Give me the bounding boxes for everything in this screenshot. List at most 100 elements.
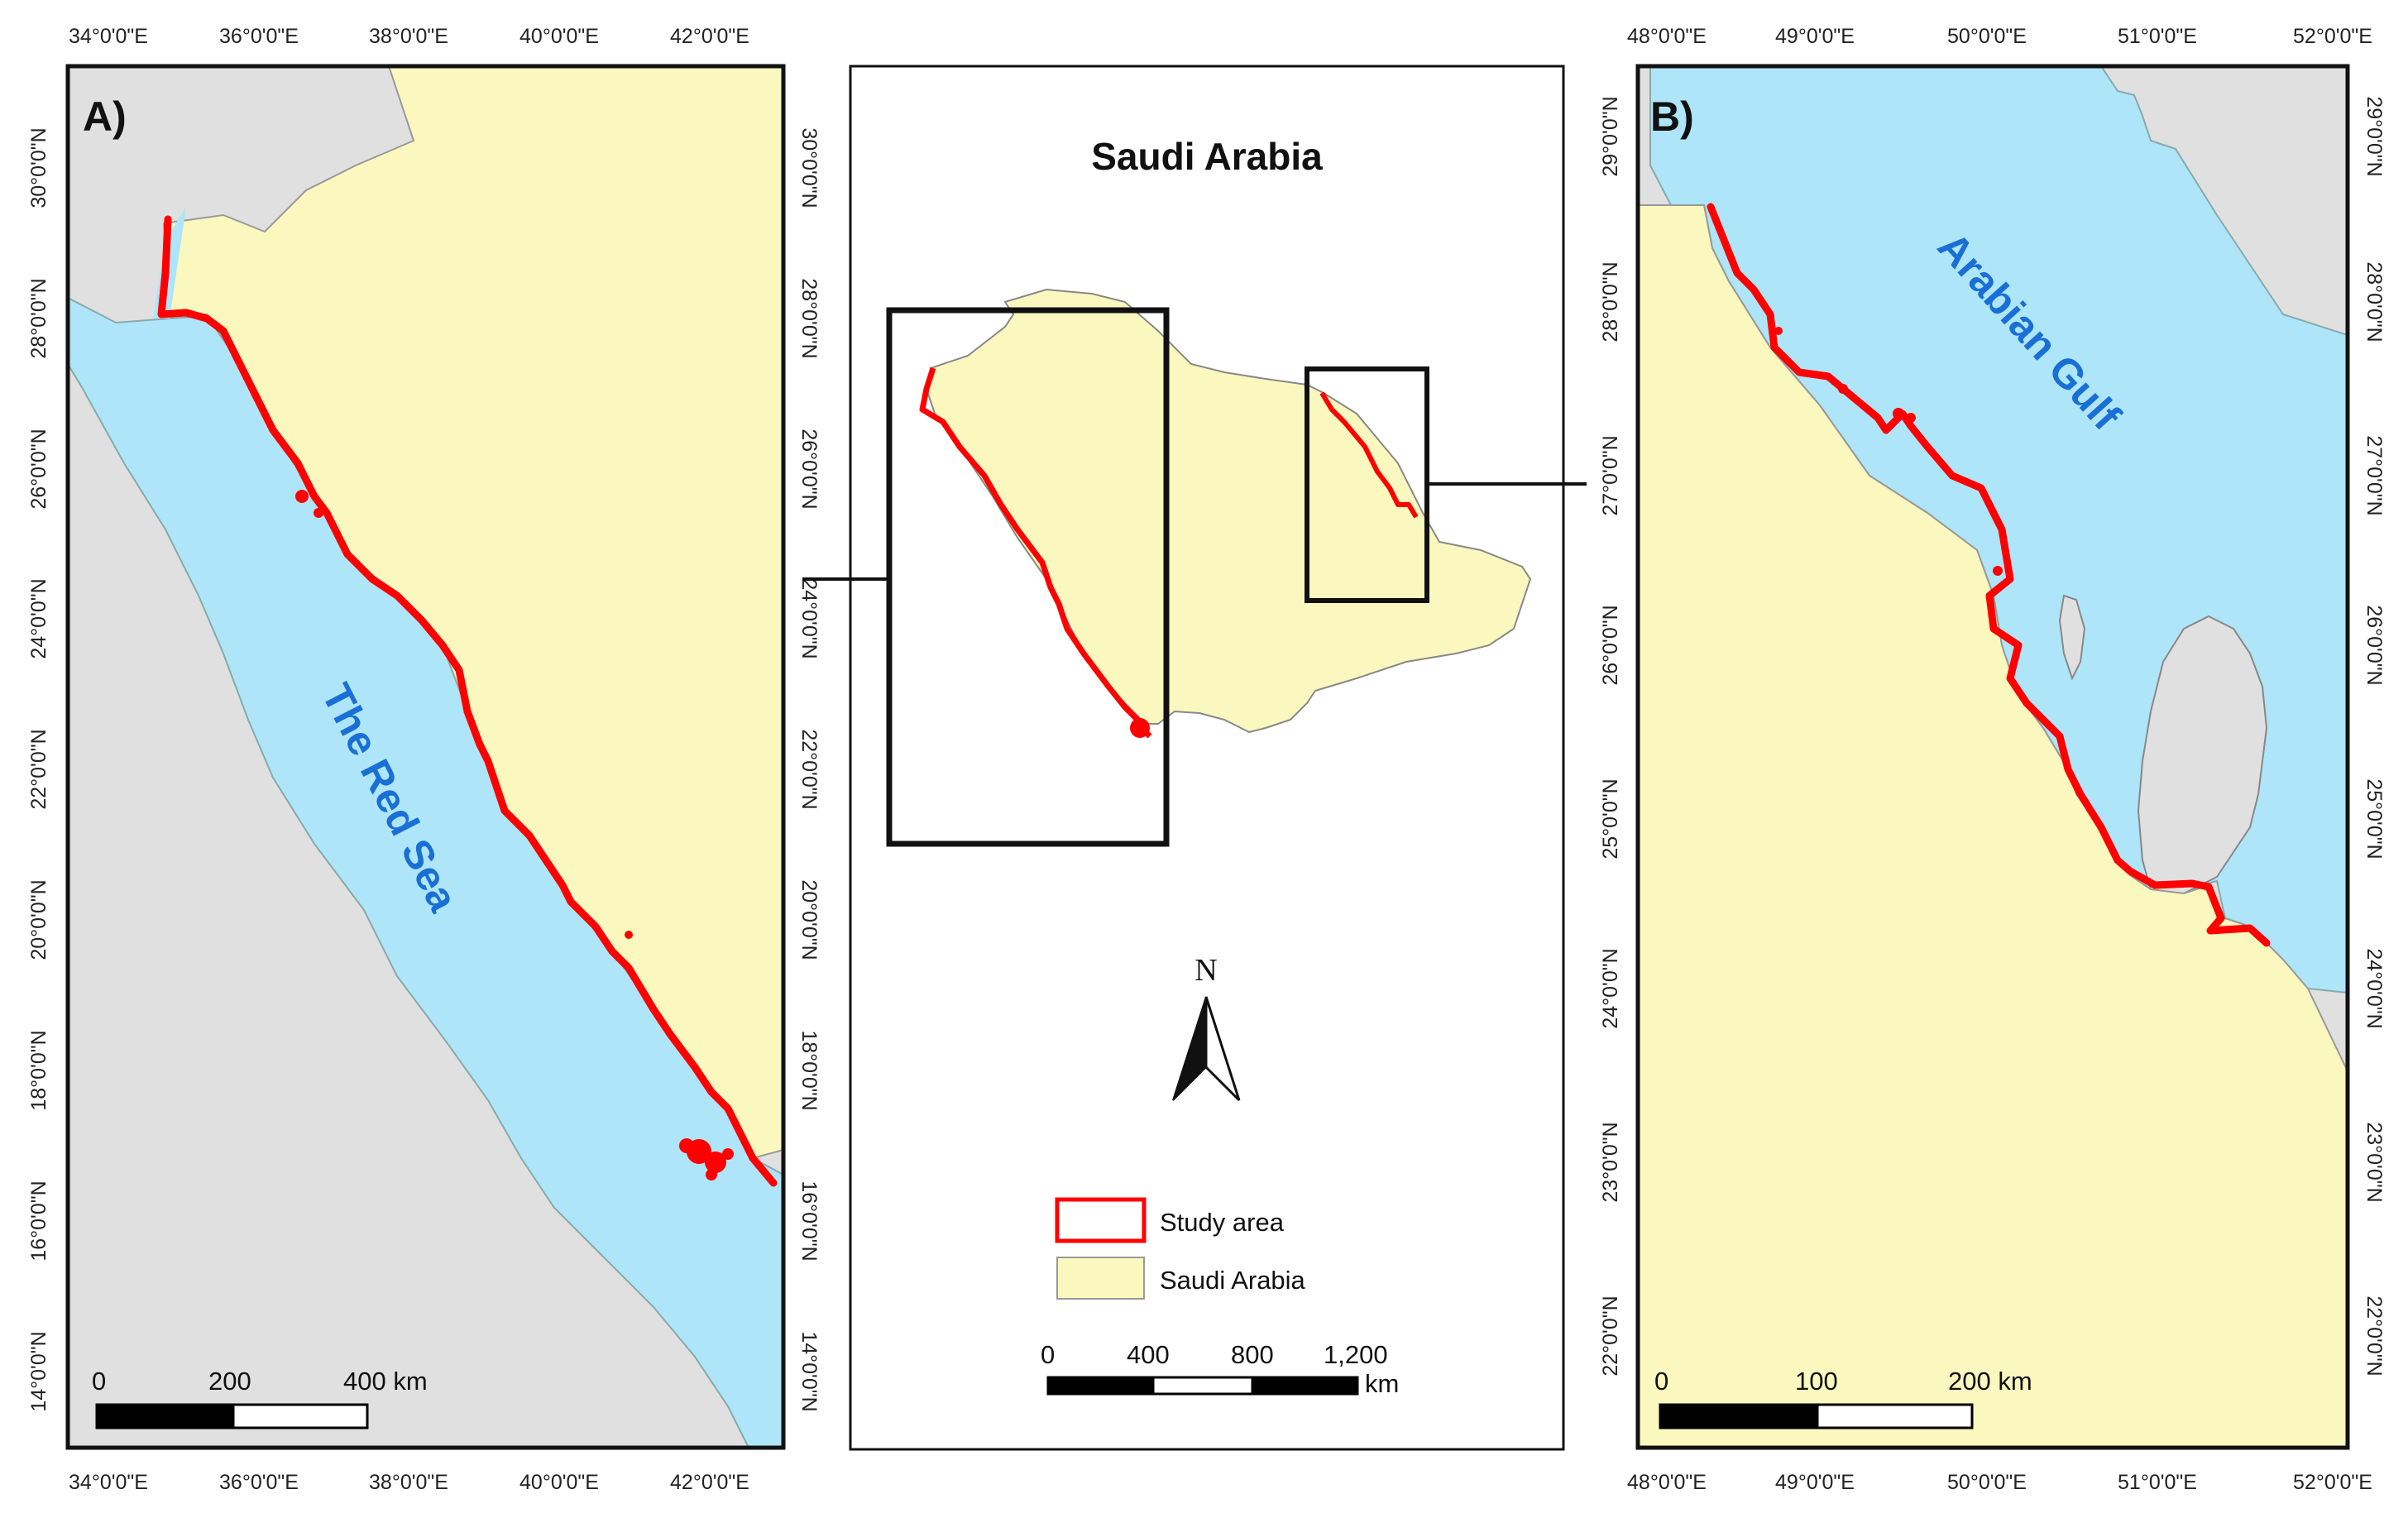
panel-a-map	[68, 66, 783, 1448]
panel-b-lat-tick: 28°0'0"N	[2363, 261, 2386, 342]
panel-a-lat-tick: 30°0'0"N	[797, 127, 821, 208]
panel-a-lon-tick: 40°0'0"E	[519, 1471, 599, 1494]
panel-b-lon-tick: 50°0'0"E	[1947, 1471, 2027, 1494]
panel-b-study-area-coast	[1707, 203, 2271, 947]
panel-b-frame	[1635, 64, 2350, 1450]
panel-b-lon-tick: 50°0'0"E	[1947, 25, 2027, 48]
panel-a-lat-tick: 14°0'0"N	[797, 1331, 821, 1411]
panel-b-lon-tick: 49°0'0"E	[1775, 25, 1855, 48]
panel-a-lat-tick: 20°0'0"N	[797, 879, 821, 960]
scale-label: 100	[1795, 1367, 1838, 1396]
panel-b-lat-tick: 25°0'0"N	[2363, 778, 2386, 859]
panel-a-lat-tick: 24°0'0"N	[27, 578, 50, 658]
panel-b-lon-tick: 52°0'0"E	[2293, 1471, 2372, 1494]
panel-a-lon-tick: 36°0'0"E	[219, 25, 299, 48]
panel-a-lon-tick: 40°0'0"E	[519, 25, 599, 48]
panel-a-lon-tick: 42°0'0"E	[670, 1471, 749, 1494]
panel-a-lat-tick: 26°0'0"N	[27, 429, 50, 509]
panel-b-lat-tick: 29°0'0"N	[1599, 96, 1622, 176]
panel-b-lon-tick: 51°0'0"E	[2118, 25, 2197, 48]
panel-a-lon-tick: 38°0'0"E	[369, 1471, 448, 1494]
inset-island-cluster	[1130, 718, 1150, 738]
panel-b-lat-tick: 22°0'0"N	[2363, 1295, 2386, 1376]
panel-a-lon-tick: 38°0'0"E	[369, 25, 448, 48]
panel-a-island-cluster	[295, 490, 734, 1180]
scale-label: 0	[92, 1367, 106, 1396]
panel-a-lon-tick: 34°0'0"E	[69, 1471, 148, 1494]
panel-a-lat-tick: 16°0'0"N	[27, 1180, 50, 1261]
panel-a-lat-tick: 18°0'0"N	[797, 1030, 821, 1110]
legend: Study area Saudi Arabia	[1055, 1197, 1306, 1300]
scale-label: 1,200	[1324, 1340, 1388, 1369]
scale-label: 400 km	[343, 1367, 428, 1396]
panel-a-lon-tick: 36°0'0"E	[219, 1471, 299, 1494]
panel-b-lon-ticks-bottom: 48°0'0"E 49°0'0"E 50°0'0"E 51°0'0"E 52°0…	[1627, 1471, 2372, 1494]
panel-b-lon-tick: 52°0'0"E	[2293, 25, 2372, 48]
panel-b-lon-tick: 48°0'0"E	[1627, 25, 1707, 48]
scale-label: 0	[1654, 1367, 1668, 1396]
panel-a-lat-tick: 22°0'0"N	[27, 729, 50, 809]
panel-b-lat-tick: 29°0'0"N	[2363, 96, 2386, 176]
inset-scale-bar: 0 400 800 1,200 km	[1041, 1340, 1399, 1398]
panel-a-lat-tick: 26°0'0"N	[797, 429, 821, 509]
panel-b-scale-bar: 0 100 200 km	[1654, 1367, 2032, 1429]
scale-label: 0	[1041, 1340, 1055, 1369]
panel-a-lat-tick: 24°0'0"N	[797, 578, 821, 658]
panel-b-lat-tick: 28°0'0"N	[1599, 261, 1622, 342]
panel-b-lat-ticks-left: 29°0'0"N 28°0'0"N 27°0'0"N 26°0'0"N 25°0…	[1599, 96, 1622, 1376]
panel-b-lon-ticks-top: 48°0'0"E 49°0'0"E 50°0'0"E 51°0'0"E 52°0…	[1627, 25, 2372, 48]
panel-a-scale-bar: 0 200 400 km	[92, 1367, 428, 1429]
scale-label: 200 km	[1948, 1367, 2032, 1396]
panel-b-map	[1638, 66, 2348, 1448]
panel-a-lon-ticks-top: 34°0'0"E 36°0'0"E 38°0'0"E 40°0'0"E 42°0…	[69, 25, 749, 48]
panel-b-label: B)	[1650, 93, 1694, 140]
panel-a-lat-tick: 28°0'0"N	[27, 278, 50, 358]
north-arrow: N	[1172, 953, 1241, 1102]
legend-swatch-study-area	[1055, 1197, 1147, 1243]
legend-swatch-saudi-arabia	[1056, 1257, 1145, 1300]
panel-a-label: A)	[83, 93, 127, 140]
scale-label: 400	[1127, 1340, 1170, 1369]
panel-a-frame	[65, 64, 786, 1450]
panel-a-lat-tick: 22°0'0"N	[797, 729, 821, 809]
inset-title: Saudi Arabia	[1091, 135, 1323, 178]
panel-a-lat-tick: 30°0'0"N	[27, 127, 50, 208]
panel-b-lat-tick: 27°0'0"N	[2363, 435, 2386, 515]
panel-b-bahrain	[2058, 594, 2086, 681]
panel-b-lat-tick: 26°0'0"N	[2363, 605, 2386, 685]
panel-b-lat-tick: 27°0'0"N	[1599, 435, 1622, 515]
inset-extent-box-a	[886, 307, 1170, 847]
panel-a-lat-tick: 28°0'0"N	[797, 278, 821, 358]
north-arrow-label: N	[1194, 953, 1217, 988]
panel-b-lat-tick: 23°0'0"N	[1599, 1122, 1622, 1202]
panel-a-lon-tick: 34°0'0"E	[69, 25, 148, 48]
panel-a-lon-tick: 42°0'0"E	[670, 25, 749, 48]
panel-a-lat-ticks-left: 30°0'0"N 28°0'0"N 26°0'0"N 24°0'0"N 22°0…	[27, 127, 50, 1411]
scale-unit: km	[1365, 1369, 1399, 1398]
panel-a-lon-ticks-bottom: 34°0'0"E 36°0'0"E 38°0'0"E 40°0'0"E 42°0…	[69, 1471, 749, 1494]
inset-red-sea-coast	[919, 366, 1152, 739]
legend-label: Study area	[1160, 1208, 1285, 1237]
panel-a-study-area-coast	[157, 215, 778, 1187]
panel-b-lat-tick: 24°0'0"N	[2363, 948, 2386, 1028]
panel-b-lat-tick: 22°0'0"N	[1599, 1295, 1622, 1376]
panel-b-lat-tick: 26°0'0"N	[1599, 605, 1622, 685]
inset-gulf-coast	[1319, 391, 1419, 519]
panel-a-lat-tick: 20°0'0"N	[27, 879, 50, 960]
scale-label: 800	[1231, 1340, 1274, 1369]
panel-b-lon-tick: 49°0'0"E	[1775, 1471, 1855, 1494]
inset-frame	[849, 65, 1565, 1451]
panel-a-lat-tick: 16°0'0"N	[797, 1180, 821, 1261]
panel-b-lon-tick: 48°0'0"E	[1627, 1471, 1707, 1494]
panel-b-lat-ticks-right: 29°0'0"N 28°0'0"N 27°0'0"N 26°0'0"N 25°0…	[2363, 96, 2386, 1376]
panel-a-lat-tick: 14°0'0"N	[27, 1331, 50, 1411]
legend-label: Saudi Arabia	[1160, 1266, 1306, 1295]
panel-b-lat-tick: 23°0'0"N	[2363, 1122, 2386, 1202]
panel-b-lat-tick: 24°0'0"N	[1599, 948, 1622, 1028]
scale-label: 200	[208, 1367, 251, 1396]
panel-a-lat-tick: 18°0'0"N	[27, 1030, 50, 1110]
panel-b-coastal-islands	[1774, 327, 2003, 576]
panel-b-lon-tick: 51°0'0"E	[2118, 1471, 2197, 1494]
panel-a-lat-ticks-right: 30°0'0"N 28°0'0"N 26°0'0"N 24°0'0"N 22°0…	[797, 127, 821, 1411]
